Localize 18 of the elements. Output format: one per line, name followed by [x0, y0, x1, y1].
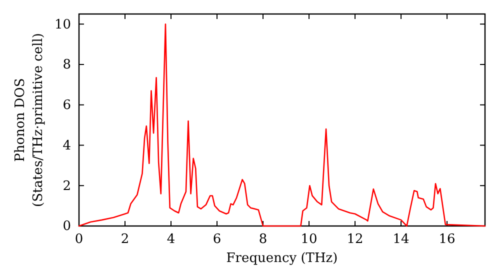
- x-tick-label: 6: [212, 232, 222, 248]
- x-tick-label: 0: [74, 232, 84, 248]
- y-tick-label: 6: [62, 98, 71, 114]
- y-axis-title: Phonon DOS (States/THz·primitive cell): [13, 32, 46, 208]
- x-tick-label: 14: [392, 232, 410, 248]
- y-tick-label: 4: [62, 138, 71, 154]
- x-tick-label: 8: [258, 232, 268, 248]
- y-tick-label: 2: [62, 178, 71, 194]
- x-tick-label: 2: [120, 232, 130, 248]
- x-tick-label: 12: [346, 232, 364, 248]
- x-axis-title: Frequency (THz): [226, 251, 338, 266]
- y-tick-label: 10: [54, 17, 71, 32]
- y-tick-label: 8: [62, 58, 71, 73]
- x-tick-label: 10: [300, 232, 318, 248]
- y-tick-label: 0: [62, 219, 71, 234]
- x-tick-label: 16: [438, 232, 456, 248]
- x-tick-label: 4: [166, 232, 176, 248]
- line-series: [78, 23, 486, 227]
